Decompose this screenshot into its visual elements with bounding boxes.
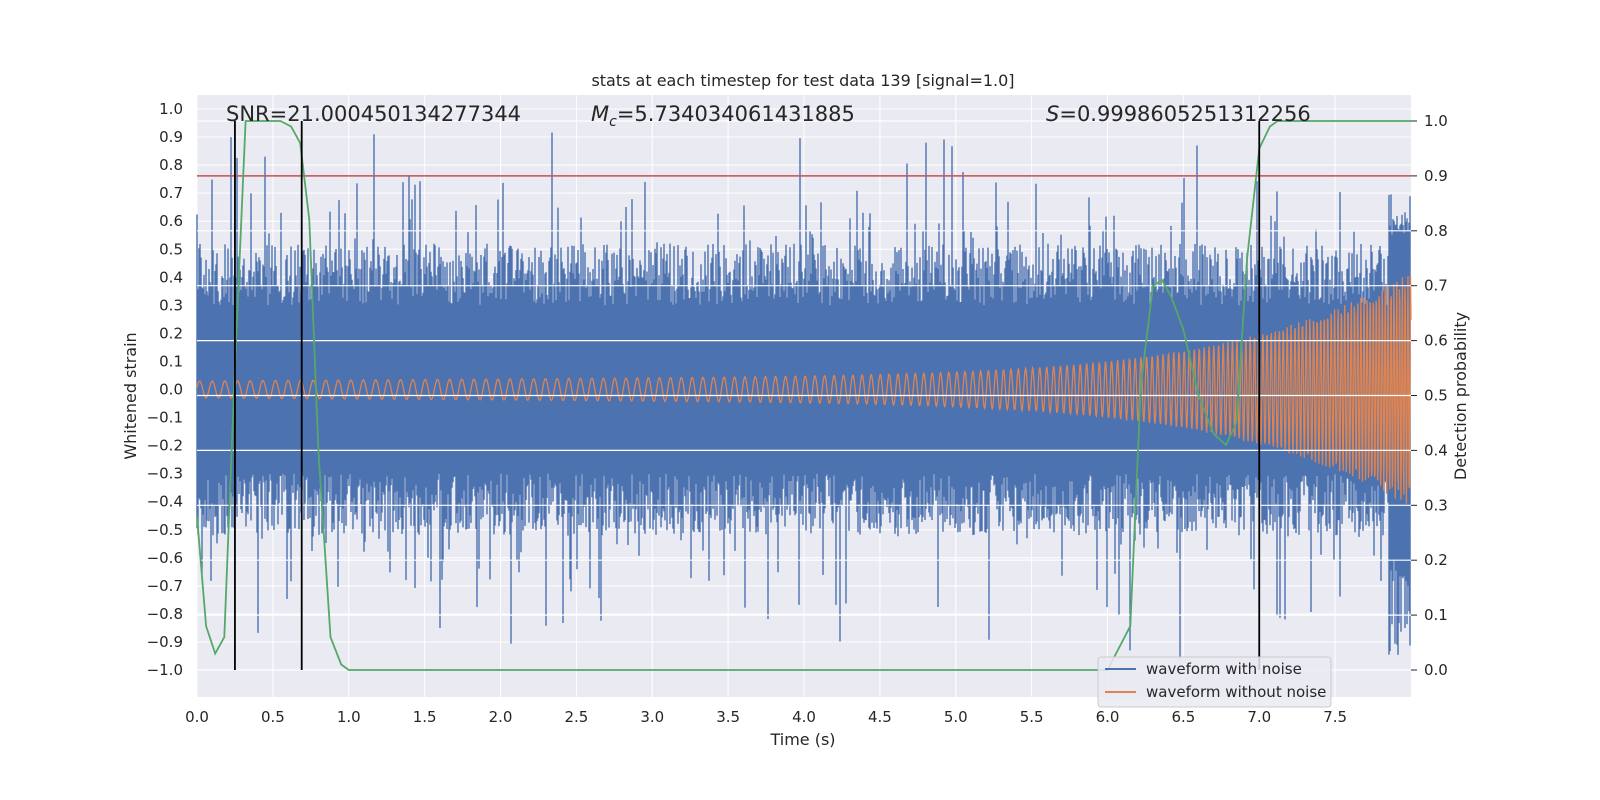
y-tick-label: −0.1	[147, 409, 183, 427]
x-tick-label: 2.0	[489, 708, 513, 726]
legend-label-clean: waveform without noise	[1146, 683, 1326, 701]
x-tick-label: 2.5	[564, 708, 588, 726]
y2-tick-label: 0.3	[1424, 496, 1448, 514]
y-tick-label: 0.8	[159, 156, 183, 174]
y-axis-ticks: −1.0 −0.9 −0.8 −0.7 −0.6 −0.5 −0.4 −0.3 −0.2 −0.1…	[147, 100, 183, 679]
x-tick-label: 3.5	[716, 708, 740, 726]
y-axis-label: Whitened strain	[121, 332, 140, 459]
y2-tick-label: 0.8	[1424, 222, 1448, 240]
y-tick-label: −0.5	[147, 521, 183, 539]
x-tick-label: 6.0	[1096, 708, 1120, 726]
x-axis-ticks: 0.0 0.5 1.0 1.5 2.0 2.5 3.0 3.5 4.0 4.5 5.0 5.5 6.0 6…	[185, 708, 1347, 726]
detection-probability-line	[196, 120, 1411, 671]
y-tick-label: −0.6	[147, 549, 183, 567]
x-tick-label: 0.0	[185, 708, 209, 726]
y-tick-label: 0.1	[159, 352, 183, 370]
y2-axis-label: Detection probability	[1451, 312, 1470, 480]
chart-title: stats at each timestep for test data 139…	[591, 71, 1014, 90]
y2-tick-label: 0.5	[1424, 387, 1448, 405]
mc-symbol: M	[591, 102, 609, 126]
y-tick-label: 0.5	[159, 240, 183, 258]
x-tick-label: 1.5	[413, 708, 437, 726]
y2-tick-label: 0.4	[1424, 441, 1448, 459]
y-tick-label: −0.4	[147, 493, 183, 511]
y-tick-label: −1.0	[147, 661, 183, 679]
y-tick-label: −0.7	[147, 577, 183, 595]
y2-tick-label: 0.6	[1424, 332, 1448, 350]
y2-axis-ticks: 0.0 0.1 0.2 0.3 0.4 0.5 0.6 0.7 0.8 0.9 1.0	[1411, 112, 1448, 679]
y-tick-label: −0.2	[147, 437, 183, 455]
legend: waveform with noise waveform without noi…	[1097, 656, 1332, 708]
mc-value: =5.734034061431885	[617, 102, 855, 126]
legend-box	[1097, 656, 1332, 708]
detection-probability-trace	[196, 120, 1411, 671]
y-tick-label: 0.6	[159, 212, 183, 230]
s-symbol: S	[1046, 102, 1059, 126]
y-tick-label: 0.4	[159, 268, 183, 286]
y2-tick-label: 0.0	[1424, 661, 1448, 679]
y2-tick-label: 0.9	[1424, 167, 1448, 185]
y-tick-label: −0.8	[147, 605, 183, 623]
vertical-markers	[234, 121, 1261, 670]
snr-annotation: SNR=21.000450134277344	[226, 102, 521, 126]
x-tick-label: 5.5	[1020, 708, 1044, 726]
x-tick-label: 5.0	[944, 708, 968, 726]
clean-waveform	[196, 275, 1412, 504]
x-tick-label: 4.0	[792, 708, 816, 726]
y-tick-label: 0.7	[159, 184, 183, 202]
y2-tick-label: 0.1	[1424, 606, 1448, 624]
clean-waveform-trace	[196, 275, 1412, 504]
y2-tick-label: 0.7	[1424, 277, 1448, 295]
y-tick-label: −0.3	[147, 465, 183, 483]
x-tick-label: 3.0	[640, 708, 664, 726]
mc-subscript: c	[609, 114, 617, 130]
chirp-mass-annotation: Mc=5.734034061431885	[591, 102, 855, 130]
x-tick-label: 4.5	[868, 708, 892, 726]
y-tick-label: 0.9	[159, 128, 183, 146]
x-tick-label: 6.5	[1171, 708, 1195, 726]
y-tick-label: 1.0	[159, 100, 183, 118]
s-value: =0.9998605251312256	[1059, 102, 1310, 126]
x-axis-label: Time (s)	[769, 730, 835, 749]
x-tick-label: 7.5	[1323, 708, 1347, 726]
y-tick-label: 0.0	[159, 381, 183, 399]
y-tick-label: 0.2	[159, 324, 183, 342]
x-tick-label: 1.0	[337, 708, 361, 726]
y2-tick-label: 0.2	[1424, 551, 1448, 569]
s-annotation: S=0.9998605251312256	[1046, 102, 1311, 126]
y-tick-label: 0.3	[159, 296, 183, 314]
y2-tick-label: 1.0	[1424, 112, 1448, 130]
x-tick-label: 0.5	[261, 708, 285, 726]
x-tick-label: 7.0	[1247, 708, 1271, 726]
legend-label-noisy: waveform with noise	[1146, 660, 1302, 678]
y-tick-label: −0.9	[147, 633, 183, 651]
